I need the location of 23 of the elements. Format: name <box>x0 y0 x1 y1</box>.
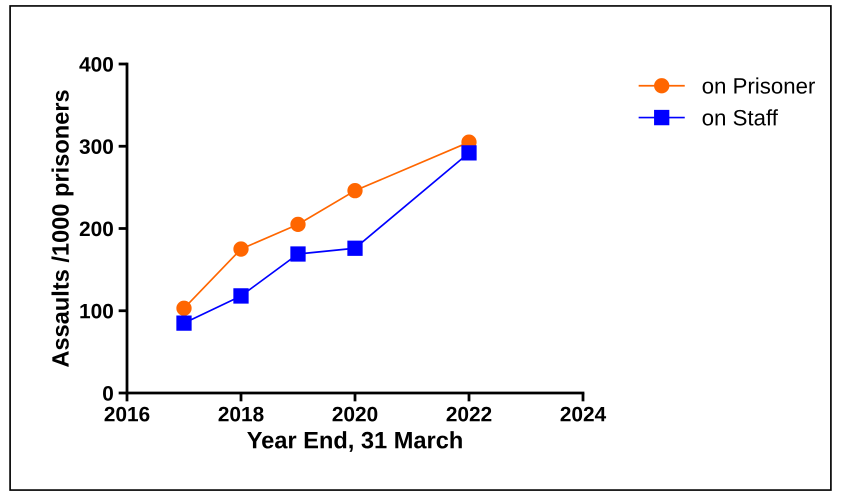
y-tick-label: 400 <box>79 57 113 72</box>
point <box>461 145 477 160</box>
legend-label: on Staff <box>702 109 778 126</box>
point <box>290 216 306 232</box>
y-tick-label: 0 <box>103 386 113 401</box>
y-tick-label: 200 <box>80 222 113 236</box>
point <box>347 240 363 256</box>
x-tick-label: 2018 <box>218 406 264 422</box>
point <box>347 183 363 198</box>
point <box>290 246 306 262</box>
x-tick-label: 2022 <box>446 406 492 422</box>
x-tick-label: 2016 <box>104 406 150 422</box>
x-tick-label: 2024 <box>560 406 606 422</box>
legend-label: on Prisoner <box>702 77 815 94</box>
x-tick-label: 2020 <box>332 406 378 422</box>
x-axis-title: Year End, 31 March <box>247 431 462 452</box>
point <box>233 288 249 304</box>
y-tick-label: 100 <box>80 304 113 319</box>
y-tick-label: 300 <box>80 139 113 154</box>
y-axis-title: Assaults /1000 prisoners <box>51 90 74 368</box>
point <box>176 300 192 316</box>
point <box>176 315 192 331</box>
point <box>233 241 249 257</box>
